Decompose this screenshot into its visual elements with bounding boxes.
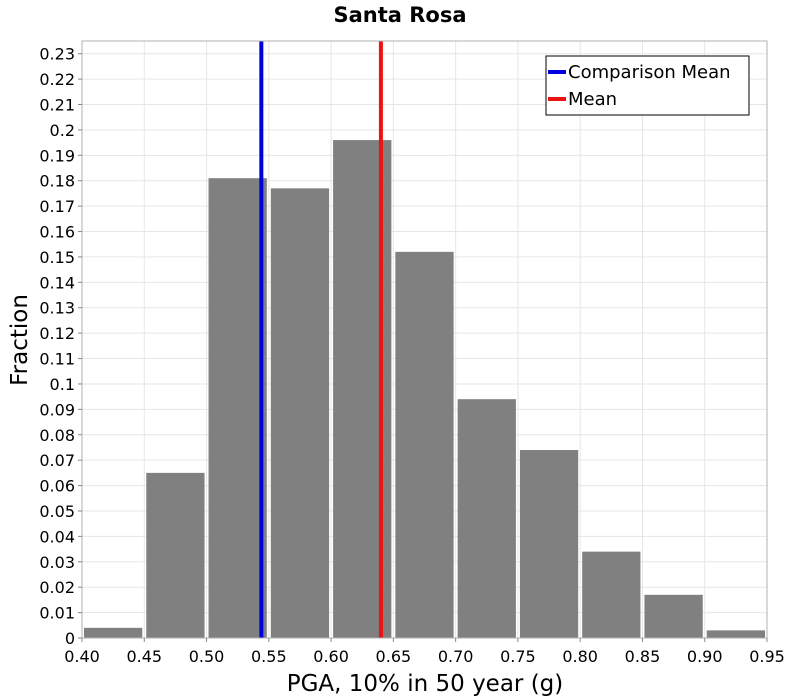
x-tick-label: 0.75 — [500, 647, 536, 666]
legend-label-mean: Mean — [568, 89, 617, 110]
y-tick-label: 0.17 — [39, 197, 75, 216]
histogram-bar — [395, 251, 454, 638]
x-tick-label: 0.45 — [126, 647, 162, 666]
x-tick-label: 0.85 — [625, 647, 661, 666]
y-tick-label: 0.06 — [39, 477, 75, 496]
y-tick-label: 0.03 — [39, 553, 75, 572]
histogram-bar — [644, 594, 703, 638]
x-tick-label: 0.70 — [438, 647, 474, 666]
histogram-bar — [84, 627, 143, 638]
chart-title: Santa Rosa — [333, 3, 466, 27]
y-tick-label: 0.19 — [39, 146, 75, 165]
y-tick-label: 0.23 — [39, 45, 75, 64]
y-tick-label: 0.12 — [39, 324, 75, 343]
histogram-bar — [582, 551, 641, 638]
reference-line-layer — [259, 41, 383, 638]
x-tick-label: 0.55 — [251, 647, 287, 666]
x-tick-label: 0.60 — [313, 647, 349, 666]
y-tick-label: 0.05 — [39, 502, 75, 521]
histogram-bar — [146, 472, 205, 638]
histogram-bar — [706, 630, 765, 638]
y-tick-label: 0.15 — [39, 248, 75, 267]
y-tick-label: 0.07 — [39, 451, 75, 470]
y-tick-label: 0.14 — [39, 273, 75, 292]
y-tick-label: 0.1 — [50, 375, 75, 394]
y-tick-label: 0.09 — [39, 400, 75, 419]
y-tick-label: 0.08 — [39, 426, 75, 445]
x-tick-layer: 0.40 0.45 0.50 0.55 0.60 0.65 0.70 0.75 0.80 0.85… — [64, 638, 785, 666]
y-tick-label: 0.16 — [39, 223, 75, 242]
y-tick-label: 0.02 — [39, 578, 75, 597]
y-tick-label: 0 — [65, 629, 75, 648]
y-tick-label: 0.18 — [39, 172, 75, 191]
y-tick-label: 0.2 — [50, 121, 75, 140]
legend: Comparison Mean Mean — [545, 55, 750, 116]
x-tick-label: 0.90 — [687, 647, 723, 666]
x-tick-label: 0.40 — [64, 647, 100, 666]
y-tick-label: 0.22 — [39, 70, 75, 89]
y-tick-label: 0.04 — [39, 527, 75, 546]
x-tick-label: 0.95 — [749, 647, 785, 666]
histogram-bar — [457, 399, 516, 638]
y-tick-label: 0.11 — [39, 350, 75, 369]
x-tick-label: 0.65 — [376, 647, 412, 666]
y-axis-label: Fraction — [7, 294, 33, 386]
y-tick-label: 0.13 — [39, 299, 75, 318]
histogram-bar — [270, 188, 330, 639]
histogram-bar — [519, 450, 579, 638]
legend-label-comparison-mean: Comparison Mean — [568, 62, 731, 83]
legend-box — [545, 55, 750, 116]
x-tick-label: 0.50 — [189, 647, 225, 666]
x-tick-label: 0.80 — [562, 647, 598, 666]
bar-layer — [84, 140, 765, 639]
x-axis-label: PGA, 10% in 50 year (g) — [287, 671, 564, 697]
y-tick-label: 0.21 — [39, 96, 75, 115]
y-tick-layer: 0 0.01 0.02 0.03 0.04 0.05 0.06 0.07 0.08 0.09 0.1… — [39, 45, 82, 648]
y-tick-label: 0.01 — [39, 604, 75, 623]
histogram-bar — [208, 178, 267, 638]
